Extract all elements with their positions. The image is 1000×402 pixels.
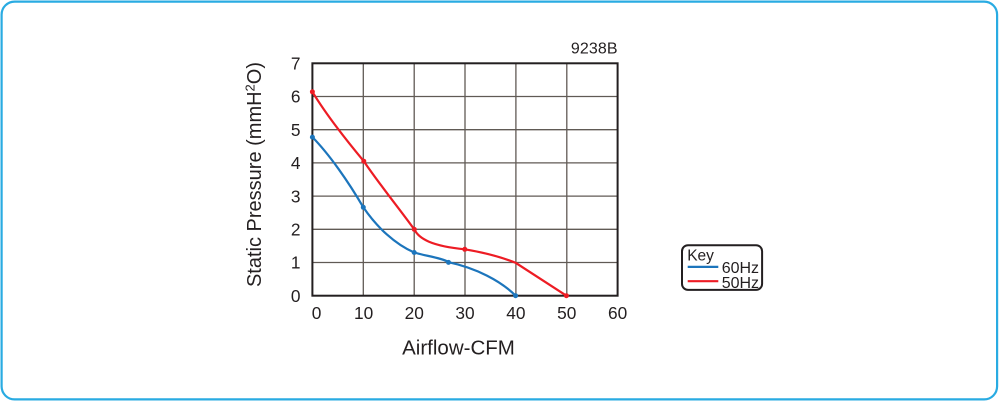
svg-text:4: 4 [291, 153, 301, 173]
svg-text:10: 10 [354, 303, 373, 323]
svg-text:Static Pressure (mmH2O): Static Pressure (mmH2O) [243, 62, 267, 287]
svg-text:0: 0 [312, 303, 322, 323]
svg-text:50: 50 [557, 303, 576, 323]
svg-text:Key: Key [687, 247, 714, 264]
svg-text:1: 1 [291, 253, 301, 273]
svg-text:0: 0 [291, 286, 301, 306]
svg-text:60: 60 [608, 303, 627, 323]
svg-text:3: 3 [291, 186, 301, 206]
svg-text:2: 2 [291, 220, 301, 240]
svg-text:6: 6 [291, 87, 301, 107]
svg-text:20: 20 [405, 303, 424, 323]
svg-text:7: 7 [291, 54, 301, 74]
svg-text:9238B: 9238B [571, 41, 618, 58]
svg-text:50Hz: 50Hz [722, 275, 759, 292]
svg-text:30: 30 [455, 303, 474, 323]
svg-text:60Hz: 60Hz [722, 260, 759, 277]
svg-text:5: 5 [291, 120, 301, 140]
svg-text:Airflow-CFM: Airflow-CFM [402, 336, 515, 359]
svg-text:40: 40 [506, 303, 525, 323]
